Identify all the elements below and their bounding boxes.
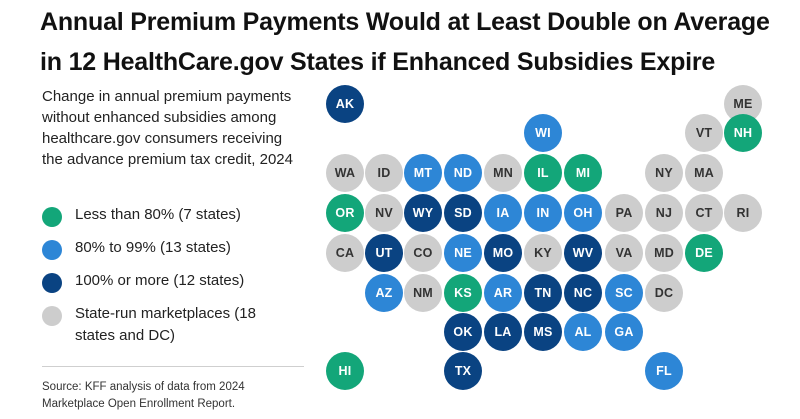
state-tile-la: LA — [484, 313, 522, 351]
state-tile-or: OR — [326, 194, 364, 232]
state-tile-ca: CA — [326, 234, 364, 272]
state-tile-vt: VT — [685, 114, 723, 152]
state-tile-al: AL — [564, 313, 602, 351]
state-tile-az: AZ — [365, 274, 403, 312]
state-tile-mt: MT — [404, 154, 442, 192]
state-tile-sc: SC — [605, 274, 643, 312]
legend-label-80-to-99: 80% to 99% (13 states) — [75, 239, 231, 256]
legend-swatch-less-than-80 — [42, 207, 62, 227]
state-tile-id: ID — [365, 154, 403, 192]
legend-label-state-run: State-run marketplaces (18 states and DC… — [75, 305, 256, 344]
state-tile-ks: KS — [444, 274, 482, 312]
legend-swatch-100-or-more — [42, 273, 62, 293]
state-tile-dc: DC — [645, 274, 683, 312]
legend-swatch-state-run — [42, 306, 62, 326]
state-tile-ct: CT — [685, 194, 723, 232]
state-tile-mn: MN — [484, 154, 522, 192]
legend-label-less-than-80: Less than 80% (7 states) — [75, 206, 241, 223]
state-tile-ar: AR — [484, 274, 522, 312]
state-tile-va: VA — [605, 234, 643, 272]
state-tile-pa: PA — [605, 194, 643, 232]
state-tile-wa: WA — [326, 154, 364, 192]
chart-title: Annual Premium Payments Would at Least D… — [40, 8, 770, 76]
state-tile-wi: WI — [524, 114, 562, 152]
state-tile-tn: TN — [524, 274, 562, 312]
state-tile-co: CO — [404, 234, 442, 272]
state-tile-nj: NJ — [645, 194, 683, 232]
legend-label-100-or-more: 100% or more (12 states) — [75, 272, 245, 289]
source-note: Source: KFF analysis of data from 2024 M… — [42, 381, 245, 410]
legend-swatch-80-to-99 — [42, 240, 62, 260]
state-tile-ak: AK — [326, 85, 364, 123]
source-divider — [42, 366, 304, 367]
state-tile-nd: ND — [444, 154, 482, 192]
state-tile-ok: OK — [444, 313, 482, 351]
state-tile-de: DE — [685, 234, 723, 272]
state-tile-ky: KY — [524, 234, 562, 272]
state-tile-sd: SD — [444, 194, 482, 232]
state-tile-tx: TX — [444, 352, 482, 390]
state-tile-il: IL — [524, 154, 562, 192]
legend-item-less-than-80: Less than 80% (7 states) — [42, 204, 241, 227]
state-tile-ri: RI — [724, 194, 762, 232]
state-tile-ut: UT — [365, 234, 403, 272]
state-tile-ny: NY — [645, 154, 683, 192]
state-tile-md: MD — [645, 234, 683, 272]
legend-item-80-to-99: 80% to 99% (13 states) — [42, 237, 231, 260]
legend-item-state-run: State-run marketplaces (18 states and DC… — [42, 303, 275, 347]
state-tile-wy: WY — [404, 194, 442, 232]
state-tile-fl: FL — [645, 352, 683, 390]
state-tile-ma: MA — [685, 154, 723, 192]
state-tile-nh: NH — [724, 114, 762, 152]
state-tile-oh: OH — [564, 194, 602, 232]
state-tile-mi: MI — [564, 154, 602, 192]
state-tile-nv: NV — [365, 194, 403, 232]
legend-item-100-or-more: 100% or more (12 states) — [42, 270, 244, 293]
state-tile-hi: HI — [326, 352, 364, 390]
state-tile-wv: WV — [564, 234, 602, 272]
state-tile-ms: MS — [524, 313, 562, 351]
state-tile-mo: MO — [484, 234, 522, 272]
state-tile-ne: NE — [444, 234, 482, 272]
state-tile-in: IN — [524, 194, 562, 232]
state-tile-nm: NM — [404, 274, 442, 312]
state-tile-nc: NC — [564, 274, 602, 312]
state-tile-ga: GA — [605, 313, 643, 351]
chart-subtitle: Change in annual premium payments withou… — [42, 88, 293, 168]
state-tile-ia: IA — [484, 194, 522, 232]
